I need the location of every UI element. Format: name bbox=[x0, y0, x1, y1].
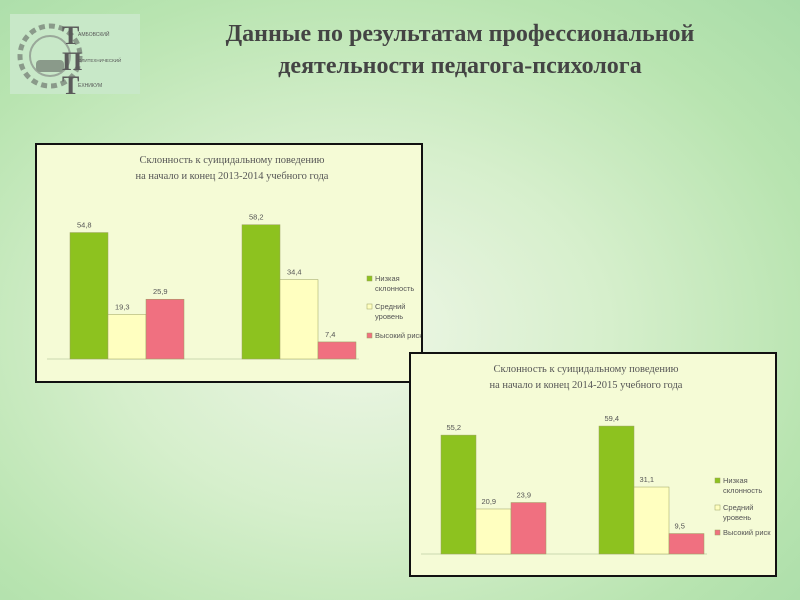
chart1-data-label-s2-g1: 19,3 bbox=[115, 302, 130, 311]
chart1-bar-s2-g1 bbox=[107, 314, 147, 360]
logo-letter-p: П bbox=[62, 47, 82, 76]
gear-icon bbox=[17, 23, 83, 89]
chart-2014-2015: Склонность к суицидальному поведению на н… bbox=[409, 352, 777, 577]
chart1-legend-label-2: Средний уровень bbox=[375, 302, 406, 321]
chart1-legend-swatch-3 bbox=[366, 332, 373, 339]
college-logo: Т П Т АМБОВСКИЙ ОЛИТЕХНИЧЕСКИЙ ЕХНИКУМ bbox=[10, 14, 140, 94]
logo-line3: ЕХНИКУМ bbox=[78, 83, 102, 89]
chart1-bar-s3-g2 bbox=[317, 341, 357, 360]
chart1-legend-swatch-1 bbox=[366, 275, 373, 282]
chart1-bar-s1-g1 bbox=[69, 232, 109, 360]
chart2-bar-s1-g1 bbox=[440, 434, 477, 555]
logo-letter-t1: Т bbox=[62, 21, 79, 50]
chart2-bar-s3-g2 bbox=[668, 533, 705, 555]
chart1-bar-s2-g2 bbox=[279, 279, 319, 360]
chart2-legend-label-3: Высокий риск bbox=[723, 528, 771, 537]
chart2-data-label-s2-g2: 31,1 bbox=[640, 475, 655, 484]
chart1-legend-label-3: Высокий риск bbox=[375, 331, 421, 340]
chart2-data-label-s2-g1: 20,9 bbox=[482, 497, 497, 506]
car-icon bbox=[36, 60, 64, 72]
slide-title-line2: деятельности педагога-психолога bbox=[278, 53, 642, 79]
slide-title-line1: Данные по результатам профессиональной bbox=[225, 21, 695, 47]
chart-2013-2014: Склонность к суицидальному поведению на н… bbox=[35, 143, 423, 383]
chart2-data-label-s3-g1: 23,9 bbox=[517, 491, 532, 500]
chart2-title-line1: Склонность к суицидальному поведению bbox=[493, 364, 678, 375]
chart2-data-label-s3-g2: 9,5 bbox=[675, 522, 685, 531]
slide-title: Данные по результатам профессиональной д… bbox=[140, 18, 780, 82]
chart2-title-line2: на начало и конец 2014-2015 учебного год… bbox=[490, 380, 683, 391]
chart2-legend-swatch-2 bbox=[714, 504, 721, 511]
logo-letter-t2: Т bbox=[62, 71, 79, 94]
chart2-data-label-s1-g1: 55,2 bbox=[447, 423, 462, 432]
chart2-data-label-s1-g2: 59,4 bbox=[605, 414, 620, 423]
chart2-bar-s1-g2 bbox=[598, 425, 635, 555]
chart-2013-2014-svg: Склонность к суицидальному поведению на н… bbox=[47, 155, 421, 360]
chart2-legend-label-2: Средний уровень bbox=[723, 503, 754, 522]
logo-line2: ОЛИТЕХНИЧЕСКИЙ bbox=[78, 56, 121, 63]
chart1-bar-s1-g2 bbox=[241, 224, 281, 360]
chart1-title-line2: на начало и конец 2013-2014 учебного год… bbox=[136, 171, 329, 182]
chart2-bar-s3-g1 bbox=[510, 502, 547, 555]
chart1-data-label-s3-g2: 7,4 bbox=[325, 330, 335, 339]
logo-graphic: Т П Т АМБОВСКИЙ ОЛИТЕХНИЧЕСКИЙ ЕХНИКУМ bbox=[17, 21, 121, 94]
chart1-legend-label-1: Низкая склонность bbox=[375, 274, 414, 293]
chart2-legend-label-1: Низкая склонность bbox=[723, 476, 762, 495]
chart1-data-label-s1-g1: 54,8 bbox=[77, 221, 92, 230]
chart1-data-label-s2-g2: 34,4 bbox=[287, 268, 302, 277]
chart1-bar-s3-g1 bbox=[145, 298, 185, 360]
logo-line1: АМБОВСКИЙ bbox=[78, 30, 110, 38]
chart1-data-label-s3-g1: 25,9 bbox=[153, 287, 168, 296]
chart1-legend-swatch-2 bbox=[366, 303, 373, 310]
chart-2014-2015-svg: Склонность к суицидальному поведению на н… bbox=[421, 364, 771, 555]
chart2-bar-s2-g1 bbox=[475, 508, 512, 555]
gear-inner-icon bbox=[29, 35, 71, 77]
chart1-data-label-s1-g2: 58,2 bbox=[249, 213, 264, 222]
chart2-legend-swatch-3 bbox=[714, 529, 721, 536]
chart2-bar-s2-g2 bbox=[633, 486, 670, 555]
chart1-title-line1: Склонность к суицидальному поведению bbox=[139, 155, 324, 166]
chart2-legend-swatch-1 bbox=[714, 477, 721, 484]
